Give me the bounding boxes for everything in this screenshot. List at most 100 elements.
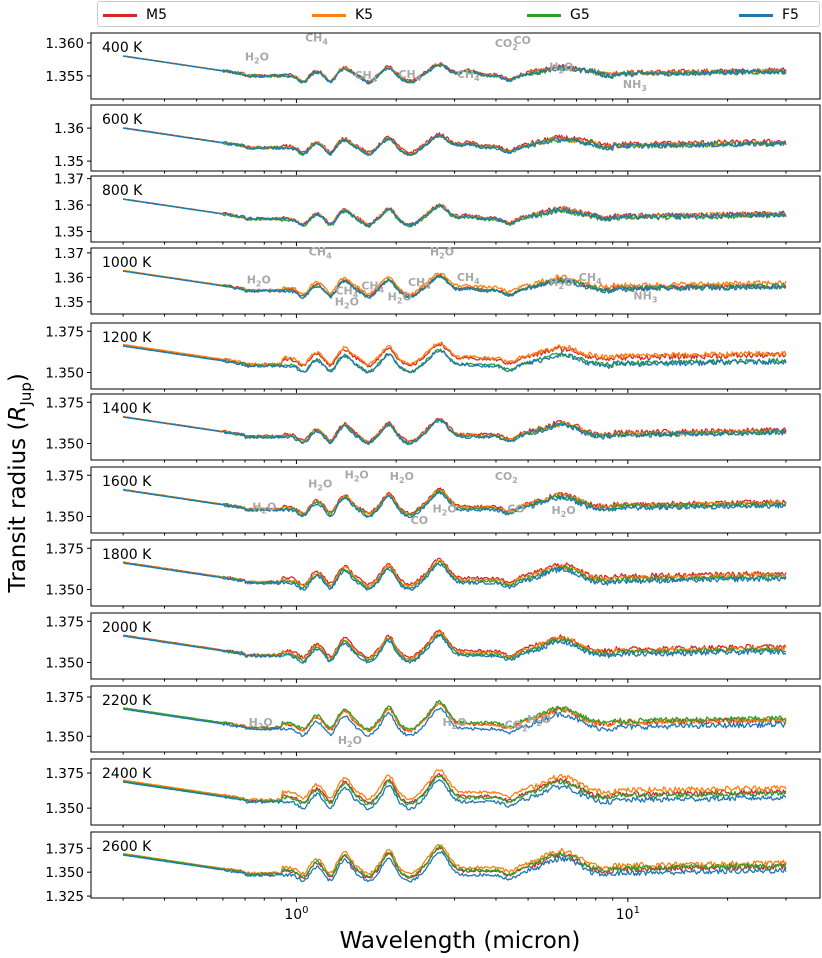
y-tick-label: 1.350: [45, 729, 84, 745]
molecule-annotation: CO2: [505, 718, 528, 733]
molecule-annotation: NH3: [623, 78, 647, 93]
molecule-annotation: H2O: [338, 734, 362, 749]
series-line-g5: [123, 416, 787, 445]
molecule-annotation: H2O: [388, 291, 412, 306]
y-tick-label: 1.355: [45, 69, 84, 85]
legend-item-f5: F5: [739, 6, 799, 24]
legend-label: F5: [782, 7, 799, 23]
series-line-k5: [123, 55, 787, 84]
panel-frame: [90, 32, 821, 100]
legend-label: K5: [355, 7, 374, 23]
panel-frame: [90, 466, 821, 534]
molecule-annotation: H2O: [433, 502, 457, 517]
panel-temperature-label: 2600 K: [102, 839, 152, 855]
molecule-annotation: CH4: [305, 32, 328, 47]
y-tick-label: 1.375: [45, 395, 84, 411]
panel-frame: [90, 104, 821, 172]
legend-swatch: [527, 13, 561, 17]
panel-frame: [90, 612, 821, 680]
molecule-annotation: CH4: [457, 271, 480, 286]
panel-frame: [90, 247, 821, 315]
series-line-k5: [123, 269, 787, 296]
panel-1800k: 1.375 1.350 1800 K: [45, 539, 821, 610]
panel-frame: [90, 685, 821, 753]
legend-swatch: [103, 13, 137, 17]
series-line-m5: [123, 557, 787, 587]
legend-item-g5: G5: [527, 6, 590, 24]
molecule-annotation: CO2: [495, 37, 518, 52]
series-line-m5: [123, 270, 787, 298]
panel-frame: [90, 758, 821, 826]
series-line-f5: [122, 270, 787, 300]
series-line-f5: [123, 55, 787, 85]
molecule-annotation: H2O: [430, 245, 454, 260]
series-line-g5: [123, 699, 787, 731]
series-line-k5: [123, 559, 787, 588]
panel-2000k: 1.375 1.350 2000 K: [45, 612, 821, 683]
molecule-annotation: CH4: [361, 280, 384, 295]
x-axis-label: Wavelength (micron): [339, 928, 581, 954]
y-tick-label: 1.350: [45, 583, 84, 599]
molecule-annotation: H2O: [308, 478, 332, 493]
series-line-k5: [123, 631, 787, 661]
series-line-g5: [123, 845, 787, 879]
y-tick-label: 1.325: [45, 889, 84, 905]
panel-2600k: 1.375 1.350 1.325 2600 K 100 101: [45, 831, 821, 923]
panel-frame: [90, 831, 821, 899]
series-line-f5: [122, 850, 787, 883]
legend-item-k5: K5: [312, 6, 373, 24]
molecule-annotation: CO: [507, 502, 524, 515]
molecule-annotation: CH4: [335, 284, 358, 299]
series-line-f5: [123, 198, 787, 228]
molecule-annotation: H2O: [249, 716, 273, 731]
legend-label: M5: [146, 7, 167, 23]
molecule-annotation: CH4: [354, 69, 377, 84]
x-tick-label: 101: [616, 905, 640, 923]
series-line-f5: [123, 345, 787, 374]
y-tick-label: 1.375: [45, 690, 84, 706]
series-line-f5: [123, 416, 787, 446]
legend-item-m5: M5: [103, 6, 167, 24]
molecule-annotation: H2O: [549, 276, 573, 291]
panel-temperature-label: 1400 K: [102, 401, 152, 417]
series-line-f5: [123, 127, 787, 157]
legend-swatch: [312, 13, 346, 17]
molecule-annotation: CH4: [457, 68, 480, 83]
series-line-k5: [123, 341, 787, 367]
series-line-f5: [123, 634, 787, 664]
y-tick-label: 1.350: [45, 865, 84, 881]
y-tick-label: 1.350: [45, 656, 84, 672]
molecule-annotation: CO: [513, 34, 530, 47]
molecule-annotation: NH3: [633, 289, 657, 304]
y-tick-label: 1.350: [45, 366, 84, 382]
panel-800k: 1.37 1.36 1.35 800 K: [54, 172, 821, 246]
y-tick-label: 1.375: [45, 324, 84, 340]
molecule-annotation: H2O: [552, 504, 576, 519]
panel-1200k: 1.375 1.350 1200 K: [45, 322, 821, 393]
y-tick-label: 1.375: [45, 468, 84, 484]
panel-temperature-label: 400 K: [102, 40, 143, 56]
panel-temperature-label: 1000 K: [102, 255, 152, 271]
y-tick-label: 1.375: [45, 614, 84, 630]
panel-2400k: 1.375 1.350 2400 K: [45, 758, 821, 829]
panel-temperature-label: 2400 K: [102, 766, 152, 782]
panel-temperature-label: 1800 K: [102, 547, 152, 563]
series-line-k5: [123, 769, 787, 803]
molecule-annotation: H2O: [335, 295, 359, 310]
series-line-f5: [122, 562, 787, 591]
y-tick-label: 1.350: [45, 437, 84, 453]
series-line-m5: [123, 629, 787, 659]
panel-frame: [90, 539, 821, 607]
y-tick-label: 1.375: [45, 541, 84, 557]
molecule-annotation: H2O: [390, 470, 414, 485]
series-line-m5: [123, 198, 787, 226]
y-tick-label: 1.37: [54, 246, 84, 262]
y-tick-label: 1.360: [45, 36, 84, 52]
molecule-annotation: H2O: [442, 716, 466, 731]
y-axis-label: Transit radius (RJup): [5, 373, 35, 593]
legend: M5 K5 G5 F5: [97, 1, 820, 27]
